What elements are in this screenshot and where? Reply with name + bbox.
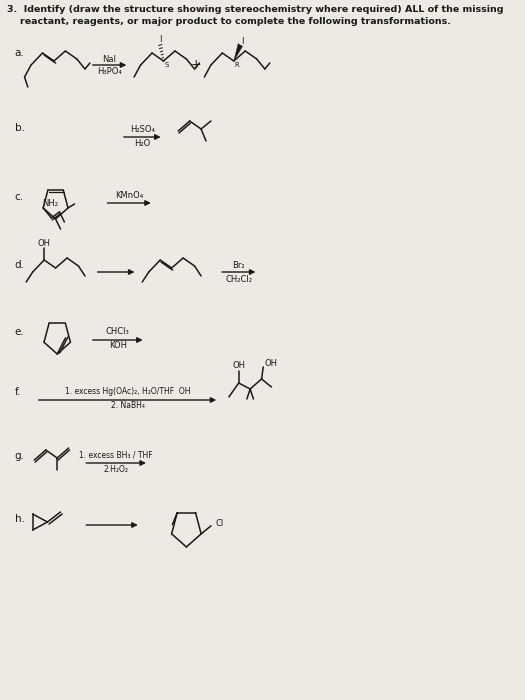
Text: f.: f. [15,387,21,397]
Text: I: I [241,36,243,46]
Text: OH: OH [265,360,278,368]
Text: b.: b. [15,123,25,133]
Text: 2. NaBH₄: 2. NaBH₄ [111,402,144,410]
Text: S: S [164,62,169,68]
Text: I: I [159,36,162,45]
Text: g.: g. [15,451,25,461]
Text: H₃PO₄: H₃PO₄ [97,66,122,76]
Text: 2.H₂O₂: 2.H₂O₂ [103,465,129,473]
Text: c.: c. [15,192,24,202]
Text: Cl: Cl [216,519,224,528]
Text: 1. excess BH₃ / THF: 1. excess BH₃ / THF [79,451,153,459]
Text: CH₂Cl₂: CH₂Cl₂ [225,274,252,284]
Text: R: R [235,62,239,68]
Text: e.: e. [15,327,25,337]
Text: +: + [191,59,202,71]
Text: a.: a. [15,48,25,58]
Text: H₂O: H₂O [134,139,150,148]
Text: CHCl₃: CHCl₃ [106,328,130,337]
Text: NaI: NaI [102,55,117,64]
Text: Br₂: Br₂ [233,260,245,270]
Text: KMnO₄: KMnO₄ [115,192,143,200]
Text: OH: OH [38,239,50,248]
Text: NH₂: NH₂ [41,199,58,209]
Text: 3.  Identify (draw the structure showing stereochemistry where required) ALL of : 3. Identify (draw the structure showing … [6,5,503,14]
Text: reactant, reagents, or major product to complete the following transformations.: reactant, reagents, or major product to … [6,17,450,26]
Text: OH: OH [232,361,245,370]
Text: KOH: KOH [109,342,127,351]
Text: 1. excess Hg(OAc)₂, H₂O/THF  OH: 1. excess Hg(OAc)₂, H₂O/THF OH [65,388,190,396]
Text: h.: h. [15,514,25,524]
Polygon shape [234,43,243,61]
Text: d.: d. [15,260,25,270]
Text: H₂SO₄: H₂SO₄ [130,125,155,134]
